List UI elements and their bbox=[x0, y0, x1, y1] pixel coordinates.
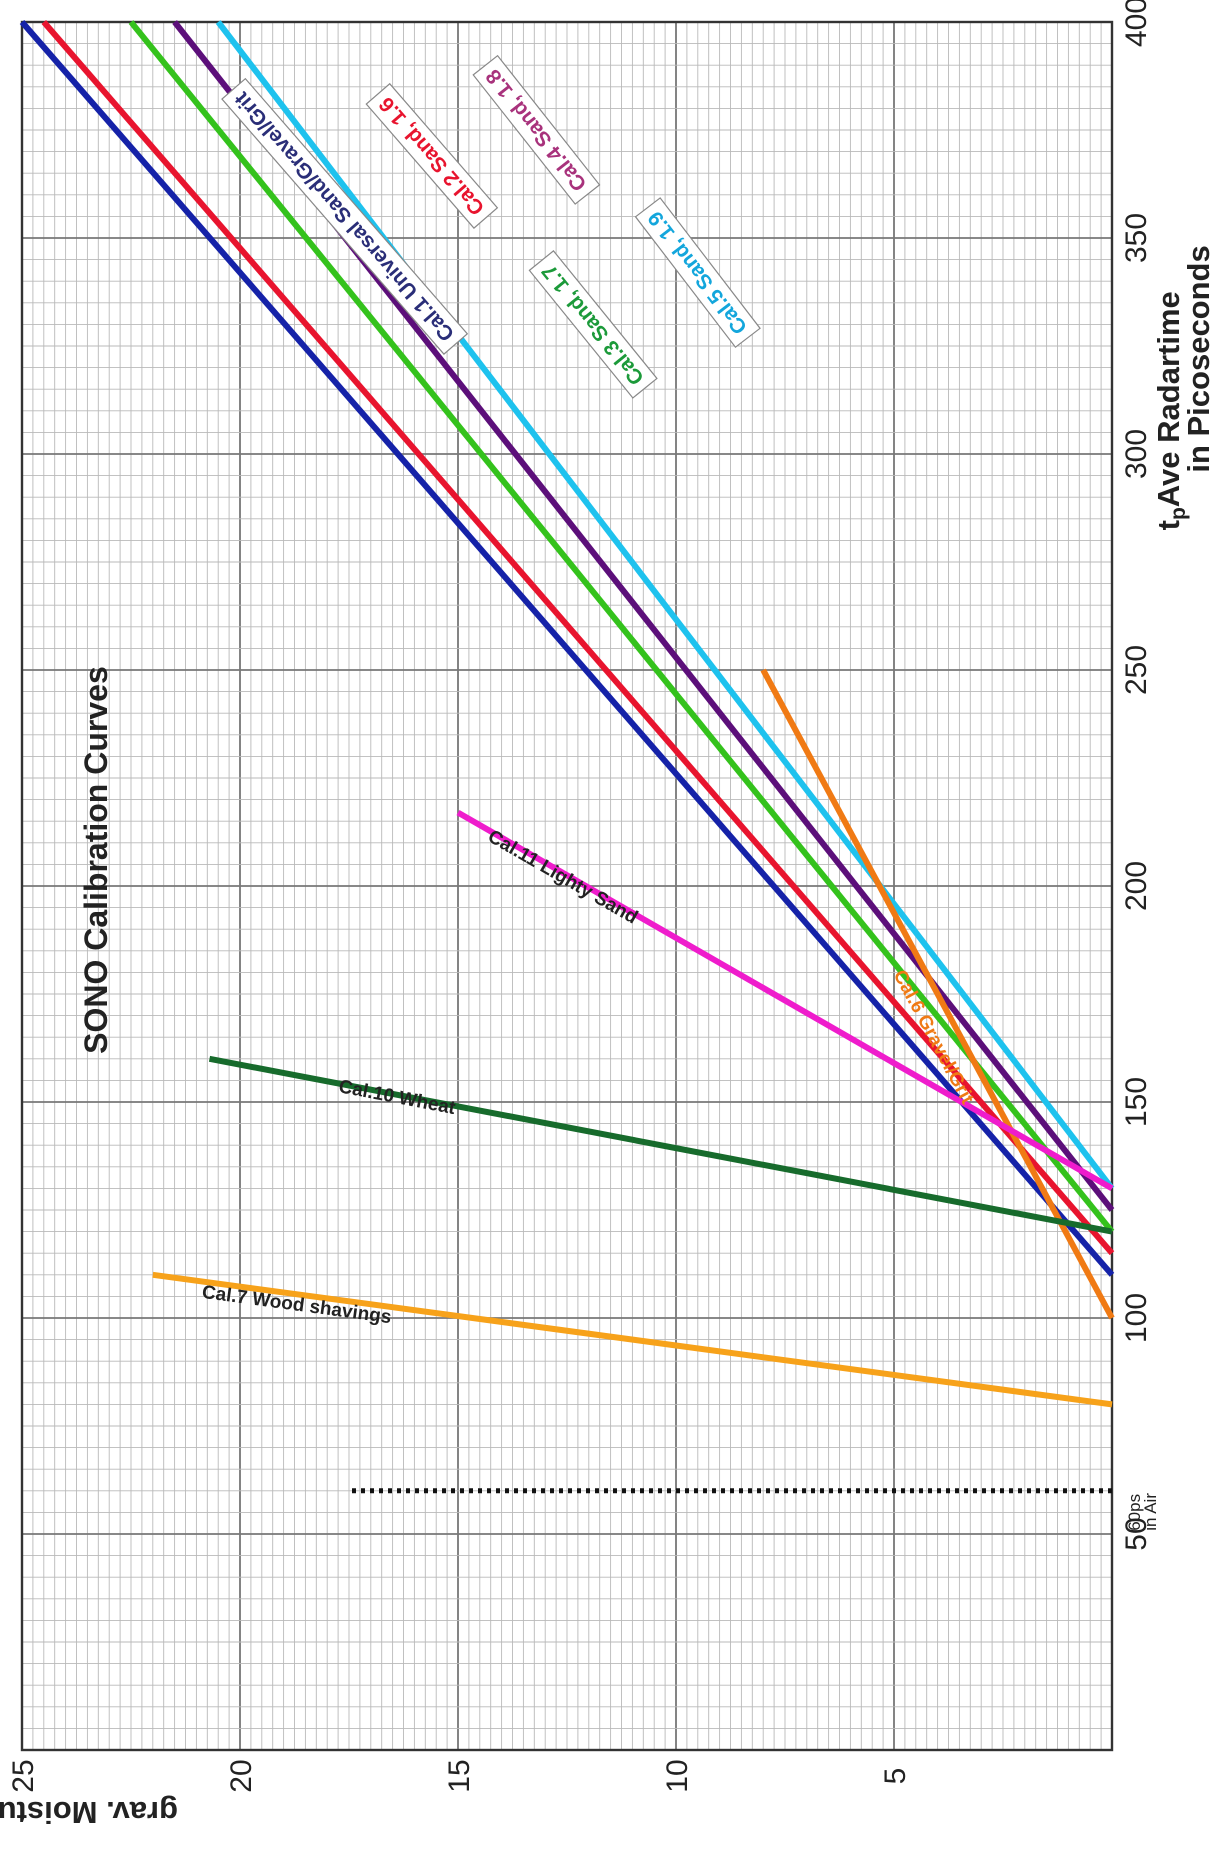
series-line-1 bbox=[19, 20, 1115, 1277]
x-tick-labels: 50 100 150 200 250 300 350 400 bbox=[1120, 0, 1153, 1551]
y-tick-label: 5 bbox=[879, 1768, 912, 1785]
y-tick-label: 20 bbox=[225, 1759, 258, 1792]
x-axis-title-subscript: p bbox=[1167, 507, 1190, 520]
x-tick-label: 350 bbox=[1120, 213, 1153, 263]
series-line-8 bbox=[208, 1055, 1113, 1235]
air-marker-label-bottom: in Air bbox=[1141, 1493, 1160, 1531]
series-line-3 bbox=[128, 20, 1115, 1234]
x-tick-label: 300 bbox=[1120, 429, 1153, 479]
y-tick-label: 10 bbox=[661, 1759, 694, 1792]
series-label-box bbox=[528, 250, 658, 399]
y-tick-labels: 5 10 15 20 25 bbox=[7, 1759, 912, 1792]
x-axis-title-rest: Ave Radartime bbox=[1151, 291, 1186, 507]
series-line-2 bbox=[41, 20, 1115, 1256]
x-tick-label: 400 bbox=[1120, 0, 1153, 47]
y-tick-label: 25 bbox=[7, 1759, 40, 1792]
x-axis-title-line1: tpAve Radartime bbox=[1151, 291, 1190, 530]
plot-frame bbox=[20, 20, 1114, 1752]
chart-title: SONO Calibration Curves bbox=[78, 666, 114, 1054]
series-line-7 bbox=[152, 1271, 1113, 1408]
y-axis-title: grav. Moisture in % bbox=[0, 1795, 178, 1830]
series-line-6 bbox=[760, 668, 1115, 1320]
series-line-9 bbox=[456, 809, 1114, 1192]
x-tick-label: 50 bbox=[1120, 1517, 1153, 1550]
x-tick-label: 250 bbox=[1120, 645, 1153, 695]
series-label-box bbox=[221, 77, 469, 355]
calibration-curves bbox=[19, 20, 1115, 1408]
series-label-box bbox=[365, 82, 499, 229]
y-tick-label: 15 bbox=[443, 1759, 476, 1792]
x-axis-title-t: t bbox=[1151, 520, 1186, 530]
air-marker-label-top: 60ps bbox=[1125, 1494, 1144, 1531]
x-tick-label: 200 bbox=[1120, 861, 1153, 911]
x-axis-title-line2: in Picoseconds bbox=[1181, 245, 1216, 472]
air-marker-label: 60psin Air bbox=[1125, 1493, 1160, 1531]
x-tick-label: 100 bbox=[1120, 1293, 1153, 1343]
series-line-5 bbox=[215, 20, 1115, 1191]
series-label-box bbox=[634, 197, 761, 349]
x-tick-label: 150 bbox=[1120, 1077, 1153, 1127]
series-label-box bbox=[472, 54, 601, 205]
air-marker: 60psin Air bbox=[349, 1488, 1160, 1531]
